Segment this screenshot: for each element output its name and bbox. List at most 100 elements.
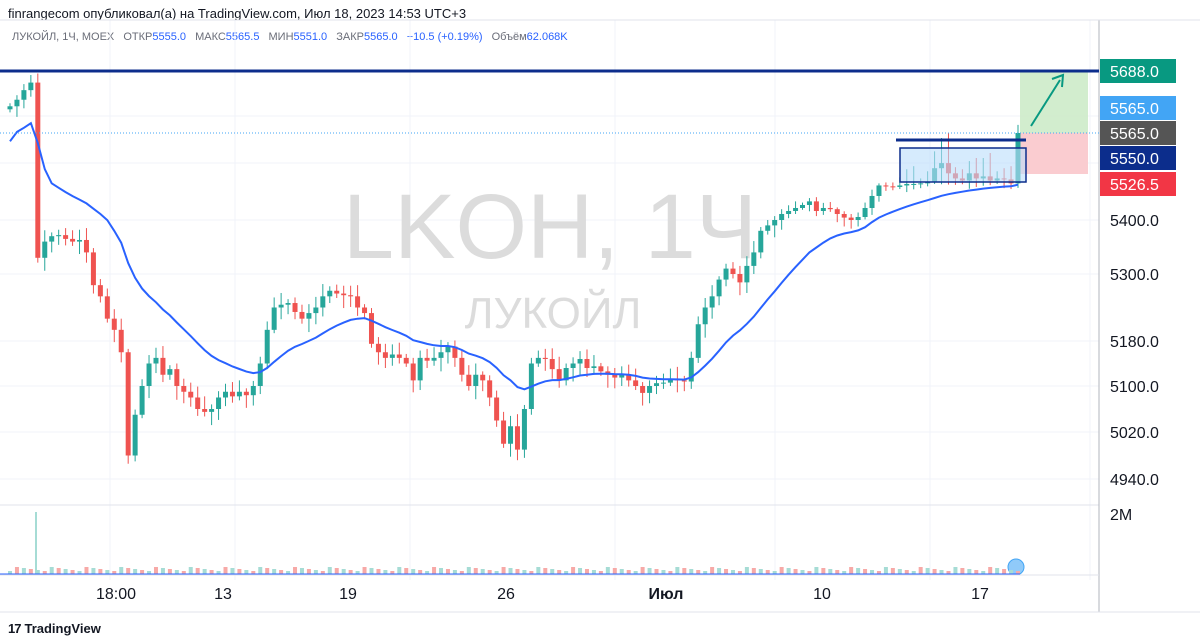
candle-body: [667, 379, 673, 383]
candle-body: [799, 204, 805, 208]
candle-body: [855, 216, 861, 220]
price-badge[interactable]: 5550.0: [1100, 146, 1176, 170]
candle-body: [521, 409, 527, 450]
candle-body: [153, 357, 159, 364]
position-zones: [1020, 71, 1088, 174]
volume-bar: [119, 567, 124, 574]
candle-body: [709, 296, 715, 308]
volume-bar: [730, 570, 735, 574]
candle-body: [820, 207, 826, 211]
time-tick-label: 17: [971, 586, 989, 603]
volume-bar: [445, 569, 450, 574]
volume-bar: [557, 570, 562, 574]
candle-body: [83, 239, 89, 253]
volume-bar: [133, 569, 138, 574]
time-axis[interactable]: 18:00 13 19 26 Июл 10 17: [0, 586, 1200, 613]
price-badge[interactable]: 5565.0: [1100, 96, 1176, 120]
candle-body: [508, 426, 514, 444]
candle-body: [56, 235, 62, 237]
volume-bar: [682, 568, 687, 574]
volume-bar: [286, 571, 291, 574]
candle-body: [813, 201, 819, 211]
candle-body: [313, 307, 319, 314]
volume-bar: [8, 571, 12, 574]
candle-body: [459, 357, 465, 375]
price-tick-label: 4940.0: [1110, 472, 1159, 489]
volume-bar: [508, 568, 513, 574]
drawings[interactable]: [0, 69, 1099, 576]
volume-bar: [49, 567, 54, 574]
candle-body: [723, 268, 729, 280]
watermark: LKOH, 1Ч ЛУКОЙЛ: [343, 176, 757, 338]
candle-body: [549, 359, 555, 370]
volume-bar: [383, 570, 388, 574]
candle-body: [772, 220, 778, 226]
volume-bar: [244, 570, 249, 574]
candle-body: [556, 369, 562, 381]
volume-bar: [911, 571, 916, 574]
volume-bar: [21, 568, 26, 574]
volume-bar: [459, 571, 464, 574]
candle-body: [737, 274, 743, 283]
candle-body: [139, 386, 145, 415]
volume-bar: [293, 567, 298, 574]
volume-bar: [265, 568, 270, 574]
volume-bar: [619, 569, 624, 574]
candle-body: [334, 290, 340, 294]
volume-bar: [1002, 569, 1007, 574]
open-label: ОТКР: [123, 31, 153, 43]
price-badge-bg: [1100, 121, 1176, 145]
volume-bar: [98, 569, 103, 574]
candle-body: [299, 311, 305, 319]
volume-bar: [550, 569, 555, 574]
volume-bar: [529, 571, 534, 574]
volume-bar: [591, 570, 596, 574]
price-badge[interactable]: 5526.5: [1100, 172, 1176, 196]
volume-bar: [501, 567, 506, 574]
volume-bar: [605, 567, 610, 574]
candle-body: [306, 313, 312, 319]
candle-body: [202, 409, 208, 412]
time-tick-label: 13: [214, 586, 232, 603]
price-badge[interactable]: 5688.0: [1100, 59, 1176, 83]
target-arrow-head[interactable]: [1051, 73, 1065, 88]
volume-bar: [140, 570, 145, 574]
volume-bar: [842, 571, 847, 574]
candle-body: [368, 313, 374, 344]
candle-body: [382, 352, 388, 358]
volume-bar: [870, 570, 875, 574]
volume-bar: [251, 571, 256, 574]
volume-bar: [626, 570, 631, 574]
time-tick-label: Июл: [649, 586, 684, 603]
open-value: 5555.0: [152, 31, 186, 43]
candle-body: [236, 391, 242, 397]
price-badge[interactable]: 5565.0: [1100, 121, 1176, 145]
volume-bar: [56, 568, 61, 574]
candle-body: [806, 201, 812, 205]
volume-bar: [689, 569, 694, 574]
candle-body: [535, 357, 541, 364]
candle-body: [424, 357, 430, 361]
volume-bar: [876, 571, 881, 574]
candle-body: [146, 363, 152, 386]
candle-body: [278, 304, 284, 308]
consolidation-box[interactable]: [899, 147, 1027, 183]
candle-body: [160, 357, 166, 375]
price-axis[interactable]: 5400.0 5300.0 5180.0 5100.0 5020.0 4940.0 5688…: [1100, 59, 1176, 489]
candle-body: [125, 352, 131, 456]
target-arrow-shaft[interactable]: [1030, 79, 1061, 127]
volume-bar: [800, 570, 805, 574]
volume-bar: [320, 571, 325, 574]
symbol-label[interactable]: ЛУКОЙЛ, 1Ч, MOEX: [12, 31, 115, 43]
volume-bar: [856, 568, 861, 574]
volume-bar: [202, 569, 207, 574]
volume-bar: [272, 569, 277, 574]
volume-bar: [181, 571, 186, 574]
candle-body: [403, 357, 409, 364]
low-value: 5551.0: [293, 31, 328, 43]
volume-bar: [237, 569, 242, 574]
volume-bar: [584, 569, 589, 574]
volume-bar: [758, 569, 763, 574]
candle-body: [925, 182, 931, 184]
